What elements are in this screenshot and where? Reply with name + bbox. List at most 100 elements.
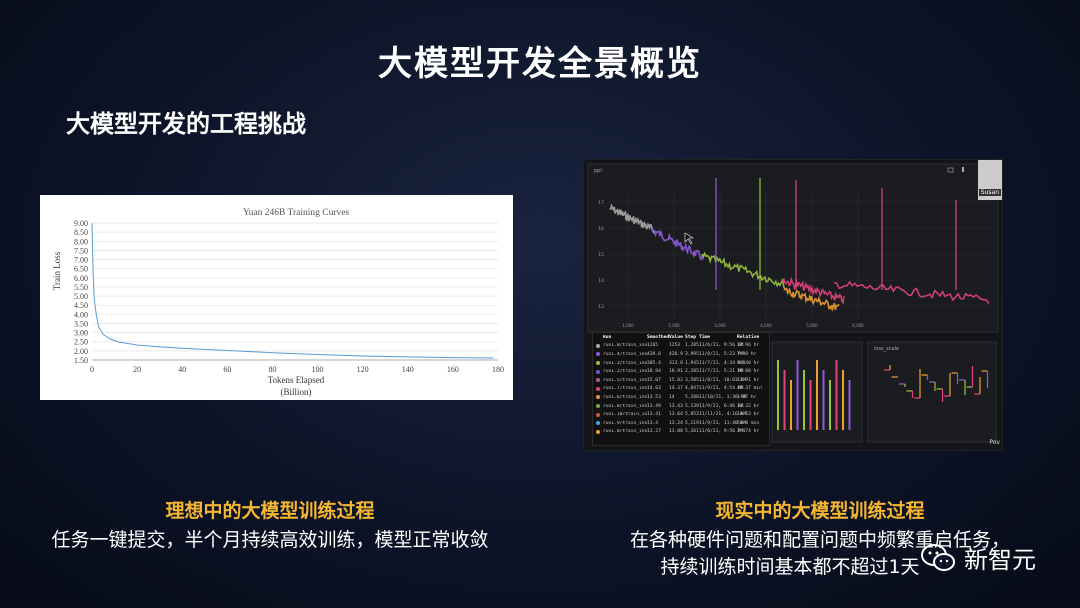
- run-table-cell: 3.474 hr: [737, 429, 760, 435]
- run-table-cell: 11/6/21, 9:56 AM: [699, 343, 744, 349]
- ppl-series-line: [781, 276, 845, 305]
- run-table-cell: 14.37: [669, 386, 683, 392]
- run-table-row[interactable]: run1.4/train_inner439.6 420.93,99511/8/21…: [593, 350, 769, 359]
- ideal-caption-title: 理想中的大模型训练过程: [165, 500, 375, 522]
- run-table-cell: 13.24: [669, 420, 683, 426]
- x-tick-label: 0: [90, 365, 94, 374]
- training-curve-chart: Yuan 246B Training Curves 9.00 8.50 8.00 7.…: [40, 195, 513, 400]
- ppl-y-tick: 14: [598, 278, 604, 284]
- real-caption: 现实中的大模型训练过程 在各种硬件问题和配置问题中频繁重启任务， 持续训练时间基…: [560, 496, 1080, 579]
- run-table-row[interactable]: run1.8/train_inner13.49 13.435,13911/9/21…: [593, 402, 769, 411]
- run-table-cell: 13.53: [647, 394, 661, 400]
- run-table-cell: 5,119: [685, 420, 699, 426]
- fullscreen-icon[interactable]: [947, 167, 954, 173]
- real-caption-desc-line1: 在各种硬件问题和配置问题中频繁重启任务，: [629, 529, 1010, 551]
- run-table-row[interactable]: run1.8/train_inner13.27 13.085,16111/6/21…: [593, 428, 769, 437]
- real-caption-title: 现实中的大模型训练过程: [715, 500, 925, 522]
- pin-icon[interactable]: [962, 167, 964, 172]
- cursor-icon: [684, 232, 695, 245]
- y-tick-label: 8.00: [74, 237, 88, 246]
- run-table-cell: 11/8/21, 10:03 AM: [699, 377, 747, 383]
- run-color-icon: [596, 421, 600, 426]
- chart-title: Yuan 246B Training Curves: [243, 208, 350, 218]
- run-table-cell: 12.96 hr: [737, 343, 760, 349]
- run-table-header-cell: Step: [685, 334, 697, 340]
- y-tick-label: 4.00: [74, 310, 88, 319]
- run-table-cell: 3,505: [685, 377, 699, 383]
- run-table-cell: 305.4: [647, 360, 661, 366]
- ppl-x-tick: 6,000: [852, 323, 864, 328]
- run-table-cell: run1.2/train_inner: [603, 369, 647, 375]
- ppl-x-tick: 5,000: [806, 323, 818, 328]
- run-table-cell: 15.07: [647, 377, 661, 383]
- run-table-cell: 11/7/21, 5:21 PM: [699, 369, 744, 375]
- run-table-cell: 11.32 hr: [737, 403, 760, 409]
- run-table-cell: 4.47 hr: [737, 394, 757, 400]
- ppl-y-tick: 17: [598, 200, 604, 206]
- run-table-cell: 4,847: [685, 386, 699, 392]
- run-table-cell: 11/11/21, 4:16 AM: [699, 412, 747, 418]
- run-table-header-cell: Value: [669, 334, 683, 340]
- run-table-cell: run1.8/train_inner: [603, 429, 647, 435]
- y-tick-label: 2.50: [74, 338, 88, 347]
- run-table-cell: run1.4/train_inner: [603, 351, 647, 357]
- training-curve-svg: Yuan 246B Training Curves 9.008.508.007.…: [52, 208, 504, 397]
- ideal-caption: 理想中的大模型训练过程 任务一键提交，半个月持续高效训练，模型正常收敛: [0, 496, 540, 552]
- run-table-cell: 11/10/21, 1:36 PM: [699, 394, 747, 400]
- slide-title: 大模型开发全景概览: [378, 44, 702, 84]
- ppl-series-line: [833, 280, 990, 304]
- run-table-cell: 13.43: [669, 403, 683, 409]
- run-table-cell: 5,139: [685, 403, 699, 409]
- y-tick-label: 3.00: [74, 329, 88, 338]
- run-table-cell: run1.6/train_inner: [603, 394, 647, 400]
- watermark-label: 新智元: [964, 546, 1036, 574]
- run-table-cell: 14: [669, 394, 675, 400]
- loss-series-line: [91, 222, 494, 359]
- loss-scale-panel-title: loss_scale: [874, 346, 900, 352]
- ppl-y-tick: 16: [598, 226, 604, 232]
- run-table-cell: 13.4: [647, 420, 659, 426]
- ppl-x-tick: 2,000: [668, 323, 680, 328]
- run-table-cell: run1.7/train_inner: [603, 386, 647, 392]
- run-table-cell: 13.08: [669, 429, 683, 435]
- run-table-row[interactable]: run1.6/train_inner13.53 14 5,28011/10/21, …: [593, 393, 769, 402]
- y-tick-label: 5.50: [74, 283, 88, 292]
- ppl-x-tick: 3,000: [714, 323, 726, 328]
- run-table-cell: 13.64: [669, 412, 683, 418]
- ppl-x-tick: 1,000: [622, 323, 634, 328]
- run-table-row[interactable]: run1.9/train_inner13.4 13.245,11911/9/21,…: [593, 419, 769, 428]
- run-table-cell: 16.63 hr: [737, 412, 760, 418]
- run-table-row[interactable]: run1.10/train_inner13.41 13.645,85211/11/…: [593, 410, 769, 419]
- run-table-cell: 14.03: [647, 386, 661, 392]
- run-color-icon: [596, 352, 600, 357]
- tensorboard-svg: ppl 17 16 15 14 13 1,000 2,000 3,000 4,000 5,000 6…: [584, 160, 1002, 450]
- run-table-cell: 18.94: [647, 369, 661, 375]
- run-table-header: Run Smoothed Value Step Time Relative: [593, 333, 769, 342]
- run-color-icon: [596, 343, 600, 348]
- run-table-header-cell: Time: [699, 334, 711, 340]
- run-table-cell: 7.98 hr: [737, 351, 757, 357]
- run-table-cell: 1,285: [685, 343, 699, 349]
- y-tick-label: 6.00: [74, 274, 88, 283]
- y-tick-label: 7.00: [74, 256, 88, 265]
- y-tick-label: 4.50: [74, 301, 88, 310]
- run-table-cell: 11/9/21, 11:40 AM: [699, 420, 747, 426]
- x-tick-label: 160: [447, 365, 459, 374]
- wechat-icon: [921, 543, 955, 571]
- run-table-row[interactable]: run1.3/train_inner305.4 313.81,94511/7/21…: [593, 359, 769, 368]
- run-table-cell: 10.08 hr: [737, 369, 760, 375]
- run-table-row[interactable]: run1.0/train_inner1265 1253 1,28511/6/21, …: [593, 342, 769, 351]
- section-title: 大模型开发的工程挑战: [66, 110, 306, 138]
- run-table-cell: run1.3/train_inner: [603, 360, 647, 366]
- run-table-cell: 13.41: [647, 412, 661, 418]
- run-table-cell: run1.8/train_inner: [603, 403, 647, 409]
- run-table-cell: run1.9/train_inner: [603, 420, 647, 426]
- run-table-row[interactable]: run1.2/train_inner18.94 18.912,28511/7/21…: [593, 367, 769, 376]
- run-table-row[interactable]: run1.5/train_inner15.07 15.023,50511/8/21…: [593, 376, 769, 385]
- x-tick-label: 60: [223, 365, 231, 374]
- run-table-cell: 11/9/21, 6:46 AM: [699, 403, 744, 409]
- run-color-icon: [596, 386, 600, 391]
- y-tick-label: 3.50: [74, 319, 88, 328]
- run-table-row[interactable]: run1.7/train_inner14.03 14.374,84711/9/21…: [593, 385, 769, 394]
- run-color-icon: [596, 369, 600, 374]
